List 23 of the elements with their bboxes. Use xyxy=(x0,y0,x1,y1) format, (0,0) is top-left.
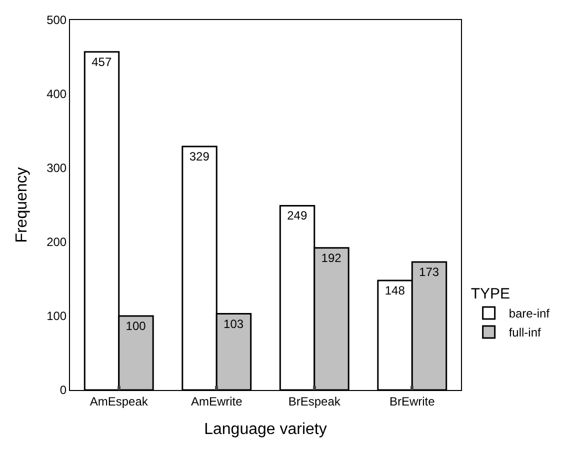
data-label: 457 xyxy=(92,54,112,69)
x-tick-label: BrEwrite xyxy=(389,394,436,408)
y-tick-label: 0 xyxy=(60,383,67,398)
x-tick-label: AmEwrite xyxy=(190,394,243,408)
legend-label: full-inf xyxy=(508,326,542,340)
data-label: 173 xyxy=(419,264,440,279)
data-label: 329 xyxy=(189,150,210,164)
y-tick-label: 400 xyxy=(46,87,67,102)
y-tick-label: 200 xyxy=(46,235,67,250)
y-tick-label: 300 xyxy=(46,161,67,176)
data-label: 148 xyxy=(384,283,406,298)
data-label: 249 xyxy=(287,208,308,223)
y-tick-label: 100 xyxy=(46,309,67,324)
legend-title: TYPE xyxy=(470,286,510,302)
data-label: 192 xyxy=(321,250,342,265)
data-label: 100 xyxy=(126,319,146,333)
legend-label: bare-inf xyxy=(508,306,550,321)
x-axis-title: Language variety xyxy=(204,421,327,438)
x-tick-label: BrEspeak xyxy=(288,394,342,408)
y-tick-label: 500 xyxy=(46,13,67,28)
data-label: 103 xyxy=(224,316,244,331)
y-axis-title: Frequency xyxy=(13,167,30,243)
x-tick-label: AmEspeak xyxy=(90,394,149,408)
